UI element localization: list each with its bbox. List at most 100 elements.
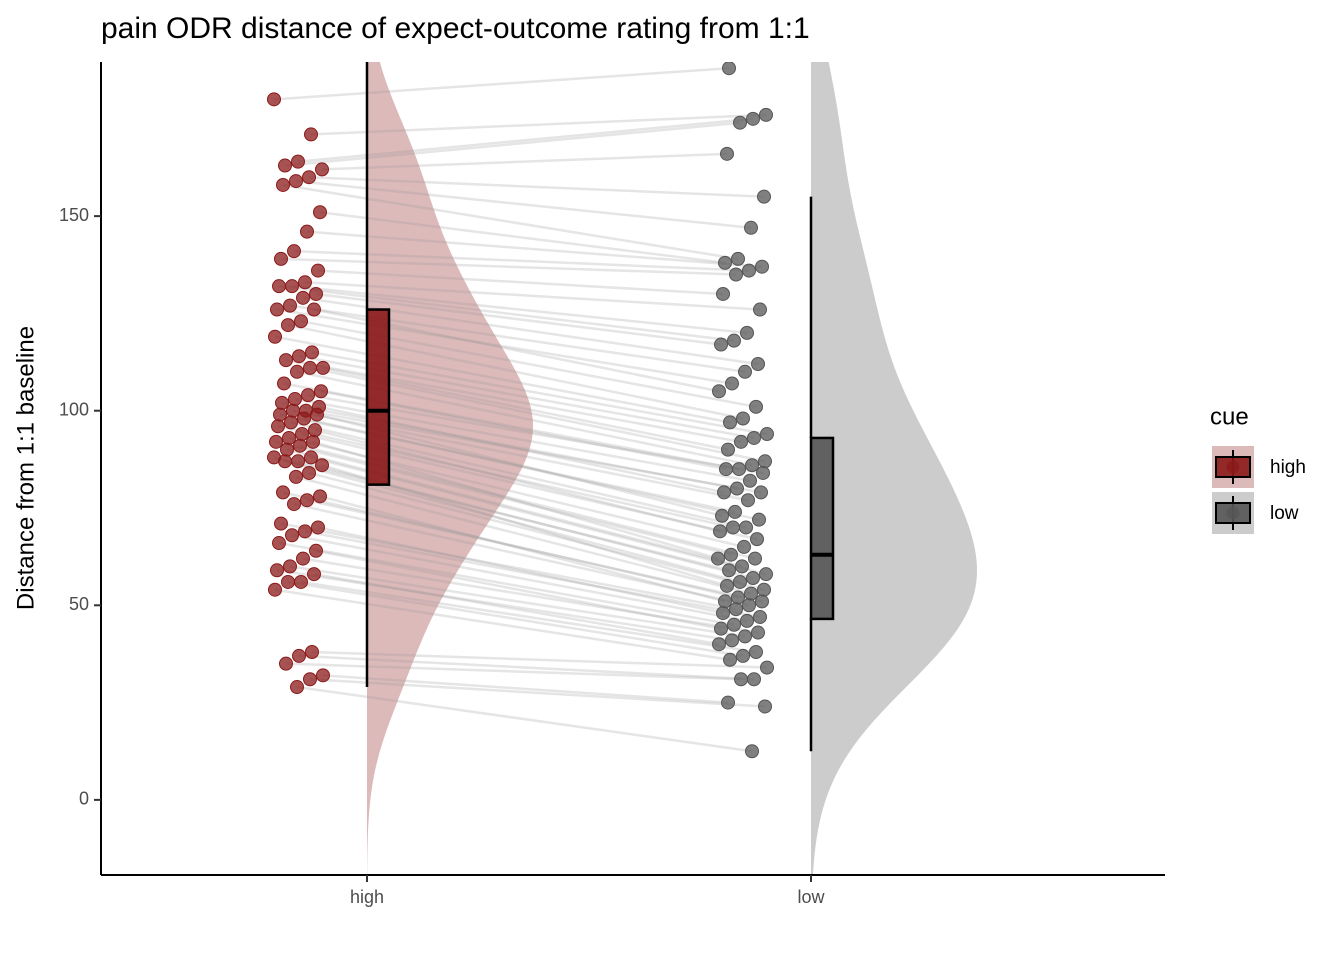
- point: [298, 524, 312, 539]
- pair-line: [284, 460, 741, 584]
- point: [736, 648, 750, 663]
- point: [278, 158, 292, 173]
- point: [298, 275, 312, 290]
- pair-line: [310, 113, 767, 136]
- point: [275, 395, 289, 410]
- pair-line: [309, 677, 766, 708]
- point: [728, 504, 742, 519]
- point: [740, 325, 754, 340]
- point: [296, 551, 310, 566]
- point: [290, 364, 304, 379]
- point: [725, 633, 739, 648]
- point: [277, 376, 291, 391]
- pair-line: [280, 257, 737, 276]
- point: [753, 609, 767, 624]
- pair-line: [273, 66, 730, 101]
- point: [747, 430, 761, 445]
- point: [279, 656, 293, 671]
- pair-line: [317, 526, 724, 615]
- point: [290, 680, 304, 695]
- point: [300, 493, 314, 508]
- point: [718, 255, 732, 270]
- point: [740, 613, 754, 628]
- point: [283, 559, 297, 574]
- chart-title: pain ODR distance of expect-outcome rati…: [101, 12, 810, 45]
- pair-line: [278, 541, 735, 626]
- pair-line: [313, 572, 720, 646]
- point: [283, 298, 297, 313]
- pair-line: [279, 413, 736, 514]
- pair-line: [274, 588, 731, 662]
- point: [300, 224, 314, 239]
- point: [309, 543, 323, 558]
- point: [278, 454, 292, 469]
- x-tick-label: high: [350, 887, 384, 907]
- y-axis-label: Distance from 1:1 baseline: [12, 326, 39, 610]
- point: [294, 314, 308, 329]
- point: [711, 551, 725, 566]
- point: [731, 251, 745, 266]
- point: [271, 419, 285, 434]
- point: [720, 146, 734, 161]
- point: [732, 462, 746, 477]
- point: [272, 279, 286, 294]
- density: [811, 62, 977, 875]
- point: [295, 427, 309, 442]
- point: [751, 357, 765, 372]
- point: [734, 434, 748, 449]
- pair-line: [296, 685, 753, 753]
- point: [303, 672, 317, 687]
- pair-line: [275, 440, 732, 556]
- point: [737, 539, 751, 554]
- point: [727, 333, 741, 348]
- pair-line: [278, 284, 735, 342]
- point: [305, 644, 319, 659]
- point: [272, 536, 286, 551]
- point: [310, 407, 324, 422]
- point: [733, 115, 747, 130]
- point: [284, 415, 298, 430]
- point: [722, 563, 736, 578]
- pair-line: [280, 522, 737, 611]
- point: [297, 411, 311, 426]
- pair-line: [276, 308, 733, 385]
- point: [269, 434, 283, 449]
- point: [760, 427, 774, 442]
- legend-label: high: [1270, 457, 1306, 478]
- point: [721, 442, 735, 457]
- point: [755, 594, 769, 609]
- point: [276, 177, 290, 192]
- point: [731, 590, 745, 605]
- point: [287, 244, 301, 259]
- pair-line: [315, 549, 722, 630]
- point: [307, 302, 321, 317]
- point: [712, 384, 726, 399]
- point: [746, 571, 760, 586]
- point: [715, 508, 729, 523]
- pair-line: [274, 335, 731, 424]
- point: [718, 594, 732, 609]
- point: [291, 454, 305, 469]
- point: [745, 458, 759, 473]
- pair-line: [308, 471, 765, 591]
- point: [729, 267, 743, 282]
- point: [292, 648, 306, 663]
- point: [750, 532, 764, 547]
- point: [282, 430, 296, 445]
- point: [753, 302, 767, 317]
- y-tick-label: 50: [69, 594, 89, 614]
- point: [720, 578, 734, 593]
- legend-key-point: [1226, 460, 1240, 474]
- pair-line: [285, 358, 742, 444]
- point: [316, 668, 330, 683]
- point: [270, 302, 284, 317]
- point: [723, 415, 737, 430]
- point: [746, 111, 760, 126]
- point: [296, 290, 310, 305]
- point: [758, 454, 772, 469]
- point: [745, 744, 759, 759]
- point: [281, 574, 295, 589]
- point: [757, 582, 771, 597]
- point: [293, 438, 307, 453]
